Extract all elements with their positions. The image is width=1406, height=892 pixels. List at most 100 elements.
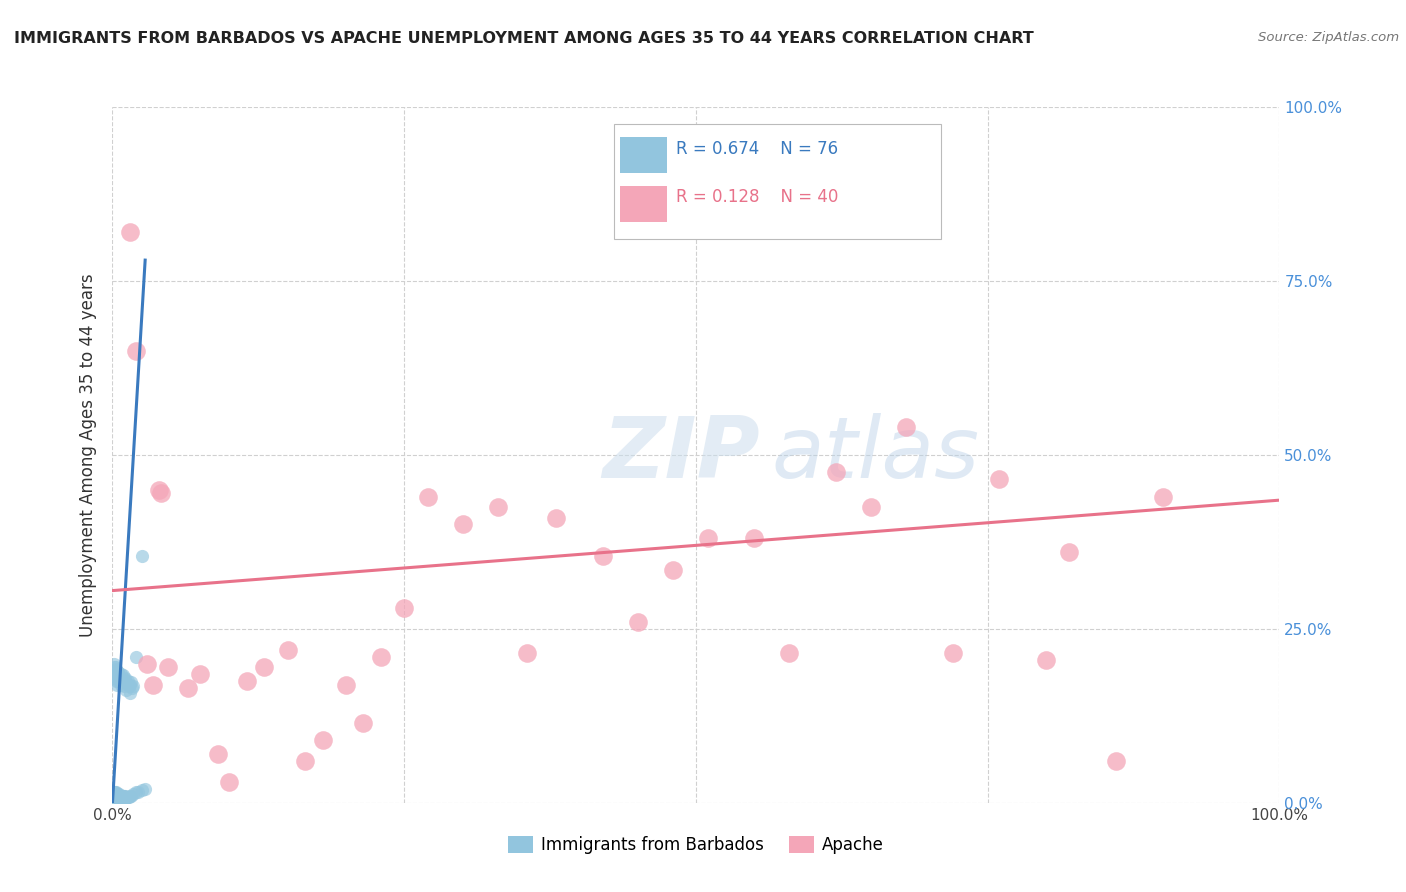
Point — [131, 549, 153, 563]
Point — [104, 785, 127, 799]
Point — [136, 657, 159, 671]
Point — [111, 789, 134, 803]
Point — [134, 781, 156, 796]
Point — [942, 646, 965, 660]
Point — [105, 792, 128, 806]
Point — [110, 677, 132, 691]
Point — [627, 615, 650, 629]
Point — [335, 677, 357, 691]
Point — [1059, 545, 1081, 559]
Point — [118, 790, 141, 805]
Point — [117, 674, 139, 689]
Point — [118, 789, 141, 803]
Point — [108, 788, 131, 802]
Point — [111, 792, 134, 806]
Point — [122, 788, 145, 802]
Point — [352, 715, 374, 730]
Point — [778, 646, 800, 660]
Point — [744, 532, 766, 546]
Point — [105, 667, 128, 681]
Point — [486, 500, 509, 514]
Point — [115, 676, 138, 690]
Point — [107, 788, 129, 802]
Point — [148, 483, 170, 497]
Point — [127, 785, 149, 799]
Text: ZIP: ZIP — [603, 413, 761, 497]
Point — [294, 754, 316, 768]
Point — [110, 792, 132, 806]
Point — [112, 789, 135, 803]
Point — [104, 789, 127, 803]
Bar — [620, 137, 666, 173]
Point — [394, 601, 416, 615]
Point — [104, 660, 127, 674]
Point — [988, 472, 1011, 486]
Point — [104, 788, 127, 802]
Point — [112, 672, 135, 686]
Point — [115, 790, 138, 805]
Point — [103, 788, 125, 802]
Point — [120, 789, 142, 803]
Point — [1105, 754, 1128, 768]
Point — [157, 660, 180, 674]
Point — [114, 671, 136, 685]
Point — [894, 420, 917, 434]
Point — [103, 671, 125, 685]
Point — [1152, 490, 1174, 504]
Point — [103, 789, 125, 803]
Text: IMMIGRANTS FROM BARBADOS VS APACHE UNEMPLOYMENT AMONG AGES 35 TO 44 YEARS CORREL: IMMIGRANTS FROM BARBADOS VS APACHE UNEMP… — [14, 31, 1033, 46]
Point — [218, 775, 240, 789]
Legend: Immigrants from Barbados, Apache: Immigrants from Barbados, Apache — [501, 829, 891, 861]
Point — [177, 681, 200, 695]
Point — [104, 660, 127, 674]
Point — [125, 649, 148, 664]
Point — [104, 792, 127, 806]
Point — [120, 675, 142, 690]
Point — [131, 783, 153, 797]
Y-axis label: Unemployment Among Ages 35 to 44 years: Unemployment Among Ages 35 to 44 years — [79, 273, 97, 637]
Point — [104, 790, 127, 805]
Point — [370, 649, 392, 664]
Point — [122, 679, 145, 693]
Point — [111, 668, 134, 682]
Point — [111, 674, 134, 689]
Point — [118, 225, 141, 239]
Point — [104, 785, 127, 799]
Point — [107, 674, 129, 689]
Point — [104, 664, 127, 678]
Point — [115, 683, 138, 698]
Point — [188, 667, 211, 681]
Point — [103, 790, 125, 805]
Point — [108, 790, 131, 805]
Point — [696, 532, 718, 546]
Point — [104, 790, 127, 805]
Point — [118, 679, 141, 693]
Point — [110, 790, 132, 805]
Point — [111, 792, 134, 806]
Point — [108, 671, 131, 685]
Point — [253, 660, 276, 674]
Point — [118, 686, 141, 700]
Point — [105, 790, 128, 805]
Point — [110, 667, 132, 681]
Text: R = 0.128    N = 40: R = 0.128 N = 40 — [676, 188, 838, 206]
Point — [117, 790, 139, 805]
Point — [112, 679, 135, 693]
FancyBboxPatch shape — [614, 124, 941, 239]
Point — [150, 486, 173, 500]
Point — [104, 662, 127, 676]
Point — [142, 677, 165, 691]
Point — [107, 665, 129, 679]
Point — [516, 646, 538, 660]
Point — [105, 664, 128, 678]
Point — [661, 563, 683, 577]
Point — [103, 785, 125, 799]
Point — [118, 677, 141, 691]
Point — [108, 671, 131, 685]
Point — [207, 747, 229, 761]
Point — [125, 785, 148, 799]
Point — [104, 674, 127, 689]
Point — [235, 674, 257, 689]
Bar — [620, 186, 666, 222]
Text: R = 0.674    N = 76: R = 0.674 N = 76 — [676, 140, 838, 158]
